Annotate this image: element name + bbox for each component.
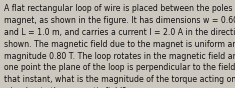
Text: magnitude 0.80 T. The loop rotates in the magnetic field and at: magnitude 0.80 T. The loop rotates in th… xyxy=(4,52,235,61)
Text: wire due to the magnetic field?: wire due to the magnetic field? xyxy=(4,87,126,88)
Text: shown. The magnetic field due to the magnet is uniform and of: shown. The magnetic field due to the mag… xyxy=(4,40,235,49)
Text: one point the plane of the loop is perpendicular to the field. At: one point the plane of the loop is perpe… xyxy=(4,64,235,73)
Text: and L = 1.0 m, and carries a current I = 2.0 A in the direction: and L = 1.0 m, and carries a current I =… xyxy=(4,28,235,37)
Text: that instant, what is the magnitude of the torque acting on the: that instant, what is the magnitude of t… xyxy=(4,75,235,84)
Text: magnet, as shown in the figure. It has dimensions w = 0.60 m: magnet, as shown in the figure. It has d… xyxy=(4,16,235,25)
Text: A flat rectangular loop of wire is placed between the poles of a: A flat rectangular loop of wire is place… xyxy=(4,4,235,13)
